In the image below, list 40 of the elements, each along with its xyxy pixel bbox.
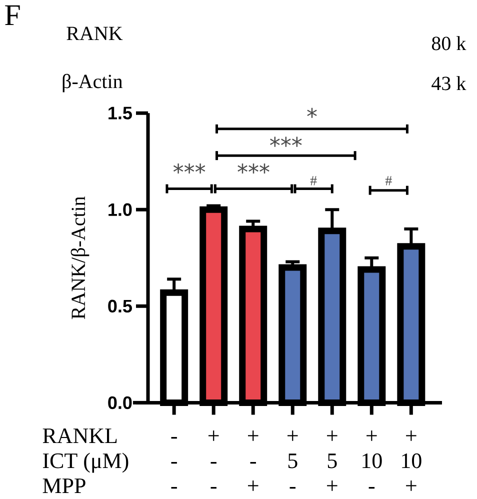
text: + (406, 480, 416, 491)
y-axis-title: RANK/β-Actin (70, 196, 90, 320)
y-tick-label: 0.5 (108, 300, 132, 313)
text: - (171, 486, 177, 489)
text: + (366, 430, 377, 441)
text: 43 k (432, 76, 466, 90)
y-tick-label: 1.5 (108, 106, 132, 120)
annotation: *** (238, 163, 270, 174)
text: - (210, 486, 216, 489)
text: - (250, 462, 256, 464)
text: 10 (362, 453, 382, 468)
annotation: # (310, 176, 317, 186)
text: - (368, 486, 375, 489)
text: ICT (μM) (43, 452, 128, 473)
text: F (5, 5, 20, 26)
text: + (327, 430, 338, 441)
text: 80 k (432, 36, 466, 50)
text: + (406, 430, 416, 441)
text: RANK (66, 26, 123, 40)
text: + (248, 480, 258, 491)
annotation: * (307, 108, 317, 118)
text: - (290, 486, 296, 489)
text: + (327, 480, 338, 491)
text: 5 (288, 454, 298, 468)
text: + (208, 430, 219, 441)
text: 10 (402, 453, 422, 468)
y-tick-label: 1.0 (108, 203, 132, 216)
text: 5 (328, 454, 337, 468)
annotation: *** (173, 163, 206, 174)
text: + (288, 430, 298, 441)
y-tick-label: 0.0 (108, 396, 132, 410)
text: RANKL (42, 428, 117, 443)
text: β-Actin (62, 74, 122, 92)
text: - (210, 462, 216, 464)
text: - (171, 462, 177, 464)
text: MPP (42, 478, 86, 493)
annotation: *** (270, 136, 302, 147)
text: + (248, 430, 258, 441)
text: - (171, 436, 177, 439)
annotation: # (385, 176, 392, 186)
